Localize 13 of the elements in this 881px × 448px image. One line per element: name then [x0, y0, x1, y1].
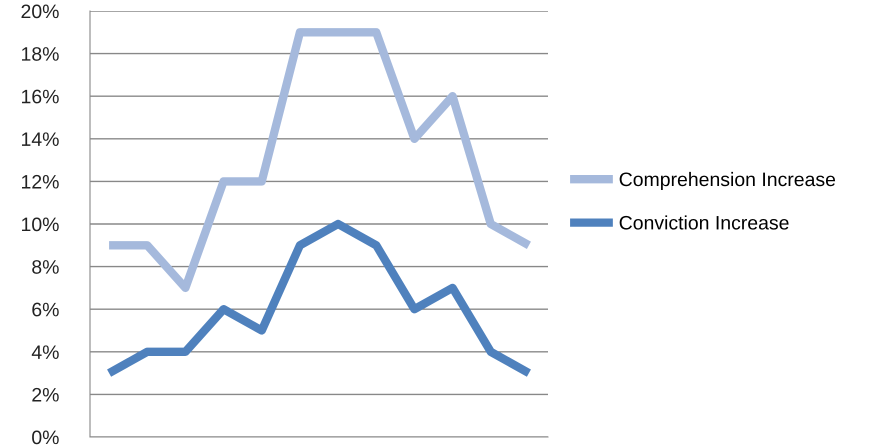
y-tick-label: 12%	[22, 174, 59, 189]
legend-label: Conviction Increase	[620, 215, 789, 230]
y-tick-label: 0%	[32, 430, 59, 444]
y-tick-label: 16%	[22, 90, 59, 104]
y-tick-label: 10%	[22, 217, 59, 232]
y-tick-label: 4%	[32, 345, 59, 359]
legend-label: Comprehension Increase	[620, 172, 836, 190]
y-tick-label: 6%	[32, 302, 59, 316]
y-tick-label: 18%	[22, 47, 59, 61]
y-tick-label: 2%	[32, 388, 59, 402]
y-tick-label: 20%	[22, 4, 59, 18]
y-tick-label: 14%	[22, 132, 59, 146]
y-tick-label: 8%	[32, 260, 59, 274]
